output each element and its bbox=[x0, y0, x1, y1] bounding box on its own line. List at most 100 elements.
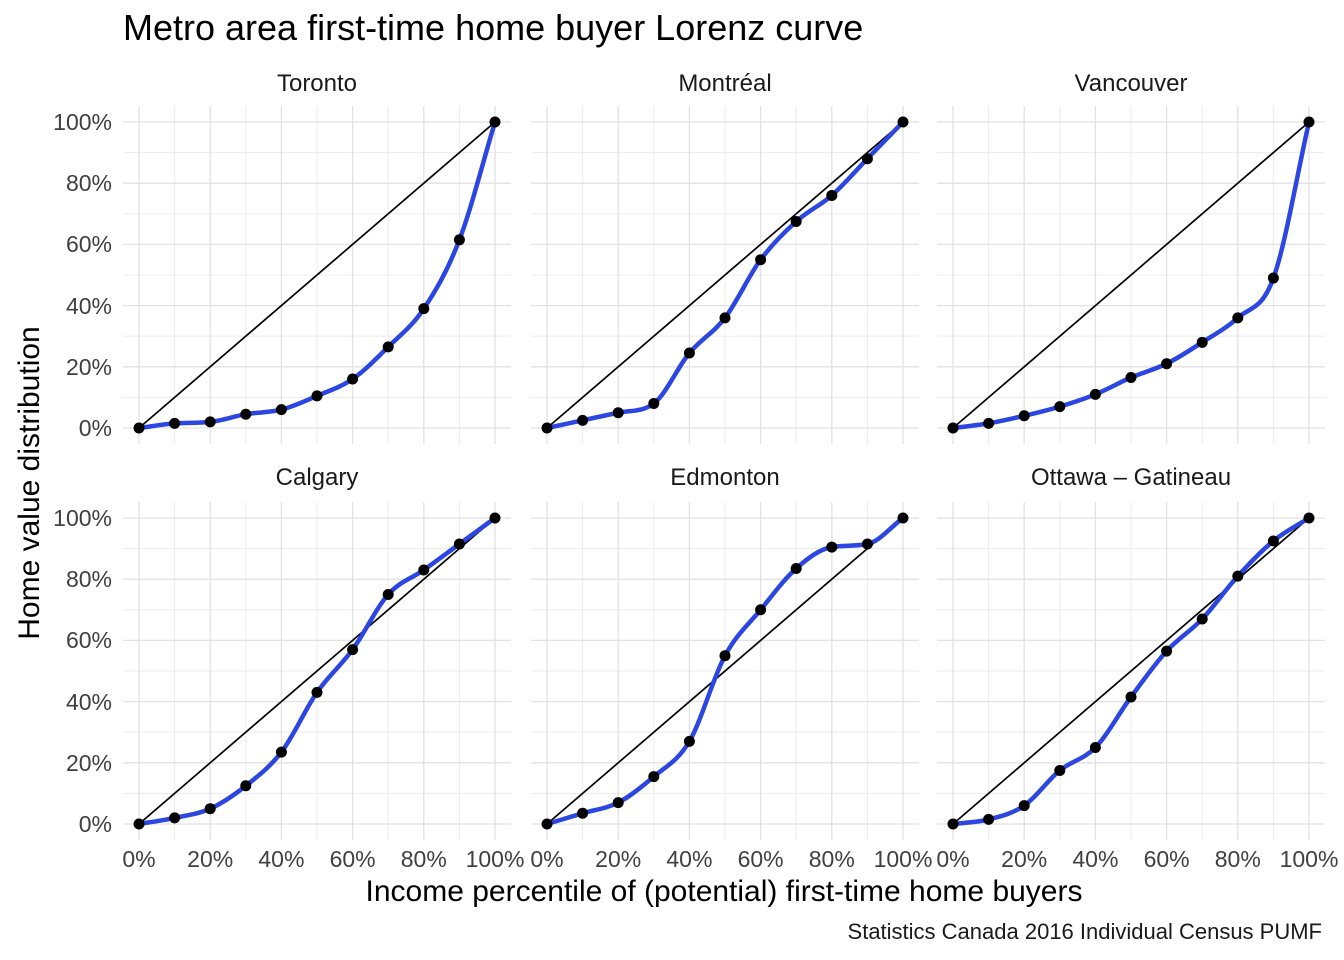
facet-title-vancouver: Vancouver bbox=[1074, 70, 1188, 97]
data-point bbox=[1232, 312, 1244, 324]
x-tick-label: 100% bbox=[465, 846, 525, 872]
data-point bbox=[1232, 570, 1244, 582]
x-axis-title: Income percentile of (potential) first-t… bbox=[365, 875, 1083, 908]
data-point bbox=[133, 422, 145, 434]
y-tick-label: 80% bbox=[65, 566, 112, 593]
data-point bbox=[418, 303, 430, 315]
data-point bbox=[453, 234, 465, 246]
equality-line bbox=[546, 517, 904, 825]
data-point bbox=[1054, 764, 1066, 776]
data-point bbox=[1054, 401, 1066, 413]
data-point bbox=[311, 390, 323, 402]
data-point bbox=[826, 189, 838, 201]
x-tick-label: 0% bbox=[936, 846, 970, 872]
panel-toronto bbox=[123, 106, 511, 444]
y-tick-label: 60% bbox=[65, 627, 112, 654]
data-point bbox=[947, 422, 959, 434]
data-point bbox=[1089, 388, 1101, 400]
facet-title-toronto: Toronto bbox=[276, 70, 358, 97]
y-tick-label: 0% bbox=[78, 811, 112, 837]
data-point bbox=[453, 538, 465, 550]
y-tick-label: 40% bbox=[65, 292, 112, 319]
data-point bbox=[719, 312, 731, 324]
data-point bbox=[897, 512, 909, 524]
panel-calgary bbox=[123, 502, 511, 840]
data-point bbox=[418, 564, 430, 576]
data-point bbox=[133, 818, 145, 830]
data-point bbox=[790, 215, 802, 227]
facet-title-calgary: Calgary bbox=[275, 464, 359, 491]
data-point bbox=[1018, 800, 1030, 812]
lorenz-curve bbox=[950, 119, 1312, 431]
data-point bbox=[347, 644, 359, 656]
data-point bbox=[1125, 372, 1137, 384]
data-point bbox=[683, 347, 695, 359]
x-tick-label: 80% bbox=[400, 846, 447, 872]
data-point bbox=[489, 116, 501, 128]
data-point bbox=[169, 812, 181, 824]
data-point bbox=[1303, 116, 1315, 128]
data-point bbox=[719, 650, 731, 662]
equality-line bbox=[952, 517, 1310, 825]
data-point bbox=[577, 414, 589, 426]
x-tick-label: 100% bbox=[1279, 846, 1339, 872]
y-tick-label: 40% bbox=[65, 688, 112, 715]
x-tick-label: 60% bbox=[329, 846, 376, 872]
data-point bbox=[275, 404, 287, 416]
data-point bbox=[1161, 645, 1173, 657]
data-point bbox=[1303, 512, 1315, 524]
data-point bbox=[648, 398, 660, 410]
x-tick-label: 60% bbox=[1143, 846, 1190, 872]
y-tick-label: 60% bbox=[65, 231, 112, 258]
x-tick-label: 40% bbox=[666, 846, 713, 872]
data-point bbox=[826, 541, 838, 553]
data-point bbox=[897, 116, 909, 128]
data-point bbox=[577, 807, 589, 819]
x-tick-label: 100% bbox=[873, 846, 933, 872]
facet-title-montr-al: Montréal bbox=[678, 70, 772, 97]
y-tick-label: 0% bbox=[78, 415, 112, 441]
x-tick-label: 80% bbox=[1214, 846, 1261, 872]
equality-line bbox=[546, 121, 904, 429]
data-point bbox=[240, 780, 252, 792]
caption: Statistics Canada 2016 Individual Census… bbox=[847, 919, 1322, 944]
data-point bbox=[790, 562, 802, 574]
data-point bbox=[382, 341, 394, 353]
data-point bbox=[983, 813, 995, 825]
data-point bbox=[489, 512, 501, 524]
data-point bbox=[204, 803, 216, 815]
x-tick-label: 80% bbox=[808, 846, 855, 872]
data-point bbox=[311, 686, 323, 698]
data-point bbox=[204, 416, 216, 428]
panel-edmonton bbox=[531, 502, 919, 840]
data-point bbox=[275, 746, 287, 758]
y-tick-label: 20% bbox=[65, 353, 112, 380]
x-tick-label: 20% bbox=[187, 846, 234, 872]
panel-montr-al bbox=[531, 106, 919, 444]
data-point bbox=[347, 373, 359, 385]
data-point bbox=[541, 818, 553, 830]
data-point bbox=[1196, 336, 1208, 348]
data-point bbox=[1125, 691, 1137, 703]
chart-title: Metro area first-time home buyer Lorenz … bbox=[123, 7, 864, 48]
lorenz-curve bbox=[136, 119, 498, 431]
equality-line bbox=[138, 517, 496, 825]
data-point bbox=[169, 417, 181, 429]
x-tick-label: 0% bbox=[122, 846, 156, 872]
data-point bbox=[755, 604, 767, 616]
data-point bbox=[1089, 742, 1101, 753]
data-point bbox=[755, 254, 767, 266]
x-tick-label: 0% bbox=[530, 846, 564, 872]
x-tick-label: 40% bbox=[258, 846, 305, 872]
x-tick-label: 60% bbox=[737, 846, 784, 872]
data-point bbox=[612, 407, 624, 419]
data-point bbox=[648, 771, 660, 783]
data-point bbox=[1161, 358, 1173, 370]
facet-title-edmonton: Edmonton bbox=[670, 464, 780, 491]
equality-line bbox=[138, 121, 496, 429]
data-point bbox=[541, 422, 553, 434]
x-tick-label: 40% bbox=[1072, 846, 1119, 872]
data-point bbox=[683, 735, 695, 747]
data-point bbox=[1267, 535, 1279, 547]
